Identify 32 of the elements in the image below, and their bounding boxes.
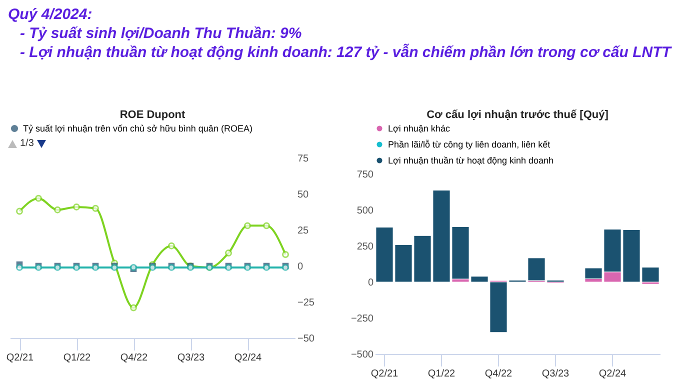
y-tick-label: 0 bbox=[368, 278, 374, 288]
y-tick-label: 25 bbox=[298, 226, 310, 236]
y-tick-label: 750 bbox=[356, 170, 374, 180]
y-tick-label: −250 bbox=[350, 314, 374, 324]
y-tick-label: 250 bbox=[356, 242, 374, 252]
chart-title: Cơ cấu lợi nhuận trước thuế [Quý] bbox=[426, 109, 609, 121]
y-tick-label: 500 bbox=[356, 206, 374, 216]
x-tick-label: Q2/24 bbox=[598, 368, 627, 380]
y-tick-label: −25 bbox=[298, 298, 315, 308]
y-tick-label: 75 bbox=[298, 154, 310, 164]
x-tick-label: Q4/22 bbox=[484, 368, 513, 380]
x-tick-label: Q1/22 bbox=[428, 368, 456, 380]
x-tick-label: Q3/23 bbox=[177, 352, 206, 364]
text: Quý 4/2024: bbox=[8, 6, 94, 23]
x-tick-label: Q2/21 bbox=[370, 368, 399, 380]
legend-label: Phần lãi/lỗ từ công ty liên doanh, liên kết bbox=[388, 140, 551, 150]
chart-title: ROE Dupont bbox=[120, 109, 186, 121]
legend-label: Tỷ suất lợi nhuận trên vốn chủ sở hữu bình quân (ROEA) bbox=[23, 124, 252, 134]
y-tick-label: 0 bbox=[298, 262, 304, 272]
y-tick-label: 50 bbox=[298, 190, 310, 200]
x-tick-label: Q2/21 bbox=[6, 352, 34, 364]
x-tick-label: Q2/24 bbox=[234, 352, 262, 364]
y-tick-label: −500 bbox=[350, 350, 374, 360]
x-tick-label: Q1/22 bbox=[63, 352, 92, 364]
text: - Tỷ suất sinh lợi/Doanh Thu Thuần: 9% bbox=[19, 25, 303, 42]
text: 1/3 bbox=[20, 138, 34, 149]
x-tick-label: Q3/23 bbox=[542, 368, 570, 380]
legend-label: Lợi nhuận thuần từ hoạt động kinh doanh bbox=[388, 156, 554, 166]
x-tick-label: Q4/22 bbox=[120, 352, 148, 364]
y-tick-label: −50 bbox=[298, 334, 315, 344]
legend-label: Lợi nhuận khác bbox=[388, 124, 450, 134]
text: - Lợi nhuận thuần từ hoạt động kinh doanh: 127 tỷ - vẫn chiếm phần lớn trong cơ cấu LNTT bbox=[19, 44, 673, 61]
